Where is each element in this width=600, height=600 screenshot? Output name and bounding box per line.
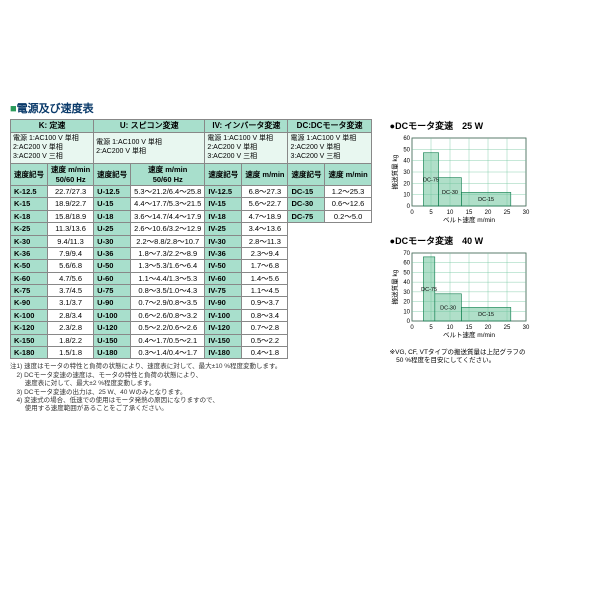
- svg-text:60: 60: [403, 261, 410, 267]
- svg-text:0: 0: [410, 325, 414, 331]
- svg-text:DC-75: DC-75: [421, 287, 437, 293]
- svg-text:ベルト速度 m/min: ベルト速度 m/min: [443, 215, 495, 224]
- chart-title: ●DCモータ変速 40 W: [390, 234, 550, 247]
- speed-table: K: 定速U: スピコン変速IV: インバータ変速DC:DCモータ変速電源 1:…: [10, 119, 372, 359]
- svg-text:DC-15: DC-15: [478, 197, 494, 203]
- svg-text:20: 20: [484, 325, 491, 331]
- svg-text:25: 25: [503, 210, 510, 216]
- svg-text:搬送質量 kg: 搬送質量 kg: [390, 154, 399, 189]
- svg-text:20: 20: [403, 181, 410, 187]
- right-block: ●DCモータ変速 25 W 0 10 20 30 40 50 60 0 5 10 15 20 25 30 DC…: [390, 119, 550, 366]
- chart-footnote: ※VG, CF, VTタイプの搬送質量は上記グラフの 50 %程度を目安にしてく…: [390, 349, 550, 366]
- svg-text:50: 50: [403, 147, 410, 153]
- section-title: ■電源及び速度表: [10, 100, 590, 116]
- svg-text:DC-30: DC-30: [440, 305, 456, 311]
- svg-text:15: 15: [465, 325, 472, 331]
- svg-text:15: 15: [465, 210, 472, 216]
- svg-text:30: 30: [403, 170, 410, 176]
- chart-title: ●DCモータ変速 25 W: [390, 119, 550, 132]
- svg-text:10: 10: [403, 193, 410, 199]
- svg-text:20: 20: [484, 210, 491, 216]
- svg-text:25: 25: [503, 325, 510, 331]
- svg-text:搬送質量 kg: 搬送質量 kg: [390, 269, 399, 304]
- svg-text:ベルト速度 m/min: ベルト速度 m/min: [443, 330, 495, 339]
- svg-text:40: 40: [403, 159, 410, 165]
- svg-text:10: 10: [446, 325, 453, 331]
- svg-text:50: 50: [403, 270, 410, 276]
- svg-text:60: 60: [403, 136, 410, 142]
- svg-text:0: 0: [410, 210, 414, 216]
- svg-text:30: 30: [522, 210, 529, 216]
- footnotes: 注1) 速度はモータの特性と負荷の状態により、速度表に対して、最大±10 %程度…: [10, 363, 372, 414]
- svg-text:20: 20: [403, 300, 410, 306]
- svg-text:DC-30: DC-30: [442, 190, 458, 196]
- svg-text:10: 10: [403, 309, 410, 315]
- svg-text:DC-15: DC-15: [478, 312, 494, 318]
- svg-text:30: 30: [403, 290, 410, 296]
- svg-text:5: 5: [429, 325, 433, 331]
- svg-text:DC-75: DC-75: [423, 177, 439, 183]
- svg-text:40: 40: [403, 280, 410, 286]
- svg-text:10: 10: [446, 210, 453, 216]
- svg-text:30: 30: [522, 325, 529, 331]
- left-block: K: 定速U: スピコン変速IV: インバータ変速DC:DCモータ変速電源 1:…: [10, 119, 372, 414]
- svg-text:5: 5: [429, 210, 433, 216]
- svg-text:70: 70: [403, 251, 410, 257]
